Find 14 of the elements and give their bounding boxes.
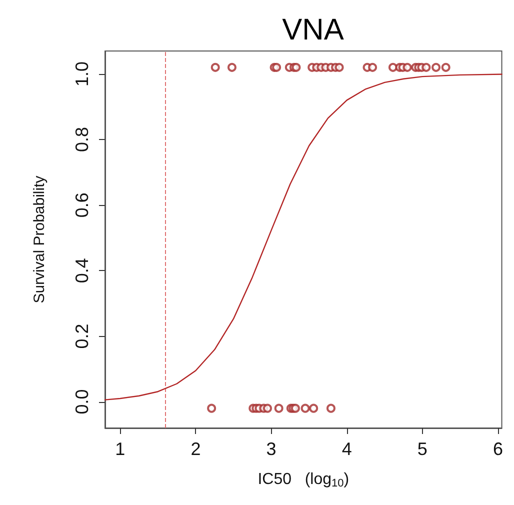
- x-tick-label: 2: [190, 439, 201, 459]
- y-tick-label: 1.0: [72, 61, 92, 86]
- y-tick-label: 0.6: [72, 192, 92, 218]
- y-tick-label: 0.4: [72, 258, 92, 284]
- x-tick-label: 6: [492, 439, 503, 459]
- y-tick-label: 0.8: [72, 126, 92, 152]
- x-tick-label: 3: [266, 439, 276, 459]
- y-tick-label: 0.0: [72, 389, 92, 414]
- y-axis-title: Survival Probability: [31, 175, 48, 304]
- y-tick-label: 0.2: [72, 324, 92, 349]
- x-tick-label: 5: [417, 439, 428, 459]
- x-tick-label: 4: [342, 439, 352, 459]
- x-tick-label: 1: [115, 439, 126, 459]
- chart-title: VNA: [282, 14, 344, 46]
